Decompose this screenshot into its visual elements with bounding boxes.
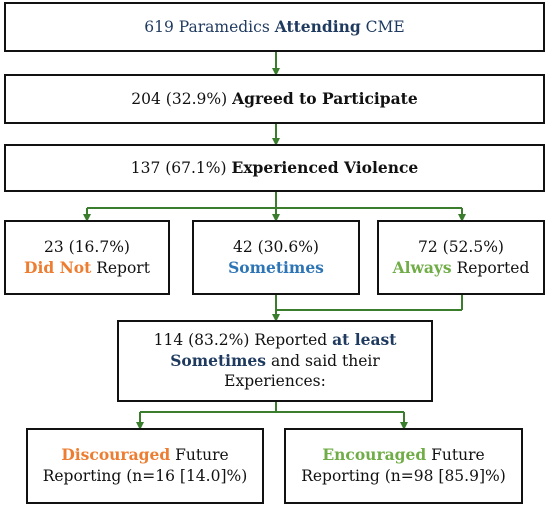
node-at-least: 114 (83.2%) Reported at least Sometimes … — [117, 320, 433, 402]
node-violence: 137 (67.1%) Experienced Violence — [4, 144, 545, 192]
node-discouraged: Discouraged Future Reporting (n=16 [14.0… — [26, 428, 264, 504]
node-did-not: 23 (16.7%) Did Not Report — [4, 220, 170, 295]
node-agreed-text: 204 (32.9%) Agreed to Participate — [131, 88, 418, 108]
node-attending-text: 619 Paramedics Attending CME — [144, 16, 405, 36]
node-encouraged: Encouraged Future Reporting (n=98 [85.9]… — [284, 428, 523, 504]
node-sometimes: 42 (30.6%) Sometimes — [192, 220, 360, 295]
node-always: 72 (52.5%) Always Reported — [377, 220, 545, 295]
node-attending: 619 Paramedics Attending CME — [4, 2, 545, 52]
node-violence-text: 137 (67.1%) Experienced Violence — [130, 157, 419, 177]
node-agreed: 204 (32.9%) Agreed to Participate — [4, 74, 545, 124]
